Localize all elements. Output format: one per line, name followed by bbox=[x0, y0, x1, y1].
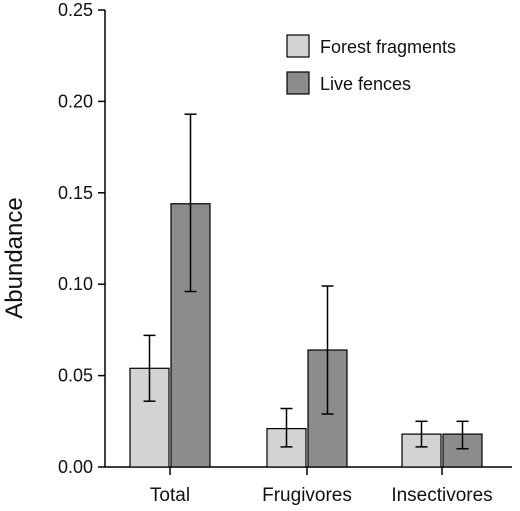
y-tick-label: 0.10 bbox=[58, 274, 93, 294]
y-tick-label: 0.20 bbox=[58, 91, 93, 111]
legend: Forest fragments Live fences bbox=[286, 34, 456, 95]
y-axis-title: Abundance bbox=[1, 197, 28, 318]
y-tick-label: 0.25 bbox=[58, 0, 93, 20]
y-tick-label: 0.05 bbox=[58, 366, 93, 386]
bars bbox=[129, 203, 483, 468]
error-bars bbox=[143, 113, 469, 450]
x-category-label: Insectivores bbox=[391, 485, 492, 506]
y-tick-label: 0.00 bbox=[58, 457, 93, 477]
x-category-label: Total bbox=[150, 485, 190, 506]
legend-label: Forest fragments bbox=[320, 37, 456, 57]
legend-swatch bbox=[286, 34, 310, 58]
legend-swatch bbox=[286, 71, 310, 95]
x-category-label: Frugivores bbox=[262, 485, 352, 506]
y-tick-label: 0.15 bbox=[58, 183, 93, 203]
x-category-labels: Total Frugivores Insectivores bbox=[150, 467, 493, 506]
legend-label: Live fences bbox=[320, 74, 411, 94]
y-ticks: 0.00 0.05 0.10 0.15 0.20 0.25 bbox=[58, 0, 105, 477]
